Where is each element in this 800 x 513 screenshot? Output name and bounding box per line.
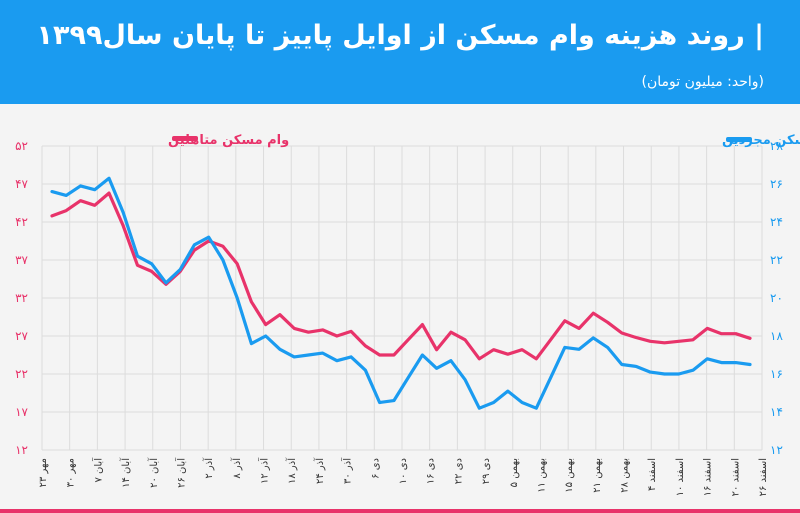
unit-label: (واحد: میلیون تومان) [641, 74, 764, 90]
chart-background [0, 104, 800, 509]
legend-married-swatch [172, 136, 198, 141]
right-tick-label: ۲۸ [770, 139, 783, 153]
x-tick-label: ۲۹ دی [481, 458, 492, 484]
left-tick-label: ۲۷ [15, 329, 28, 343]
right-tick-label: ۱۲ [770, 443, 783, 457]
legend-single-label: وام مسکن مجردین [722, 133, 800, 148]
series-lines [50, 176, 752, 410]
x-tick-label: ۱۴ آبان [119, 457, 132, 488]
x-tick-label: ۱۰ دی [398, 458, 409, 484]
legend-single: وام مسکن مجردین [722, 133, 800, 148]
x-tick-label: ۱۲ آذر [258, 457, 271, 484]
x-tick-label: ۲۲ دی [453, 458, 464, 484]
x-tick-label: ۲۰ اسفند [730, 458, 741, 496]
x-tick-label: ۱۸ آذر [285, 457, 298, 484]
legend-single-swatch [726, 137, 752, 142]
x-tick-label: ۳۰ مهر [66, 458, 77, 487]
x-tick-label: ۲ آذر [202, 457, 215, 479]
x-tick-label: ۱۵ بهمن [564, 458, 575, 493]
right-axis-ticks: ۲۸ ۲۶ ۲۴ ۲۲ ۲۰ ۱۸ ۱۶ ۱۴ ۱۲ [770, 139, 783, 457]
left-tick-label: ۱۷ [15, 405, 28, 419]
x-tick-label: ۲۸ بهمن [620, 458, 631, 493]
x-tick-label: ۴ اسفند [647, 458, 658, 491]
x-tick-label: ۱۶ اسفند [703, 458, 714, 496]
right-tick-label: ۱۶ [770, 367, 783, 381]
left-tick-label: ۴۲ [15, 215, 28, 229]
left-tick-label: ۵۲ [15, 139, 28, 153]
x-tick-label: ۱۰ اسفند [675, 458, 686, 496]
right-tick-label: ۲۰ [770, 291, 783, 305]
x-tick-label: ۲۶ آبان [174, 457, 187, 488]
x-tick-label: ۱۶ دی [426, 458, 437, 484]
x-tick-label: ۲۳ مهر [38, 458, 49, 487]
right-tick-label: ۲۶ [770, 177, 783, 191]
x-tick-label: ۸ آذر [230, 457, 243, 479]
left-tick-label: ۲۲ [15, 367, 28, 381]
legend-married-label: وام مسکن متاهلین [168, 133, 289, 148]
header-banner: | روند هزینه وام مسکن از اوایل پاییز تا … [0, 0, 800, 104]
left-tick-label: ۴۷ [15, 177, 28, 191]
left-tick-label: ۳۷ [15, 253, 28, 267]
x-tick-label: ۳۰ آذر [341, 457, 354, 484]
x-tick-label: ۶ دی [370, 458, 381, 479]
grid-lines [41, 145, 763, 451]
bottom-accent-bar [0, 509, 800, 513]
x-tick-label: ۲۶ اسفند [758, 458, 769, 496]
x-tick-label: ۱۱ بهمن [536, 458, 547, 493]
left-tick-label: ۱۲ [15, 443, 28, 457]
x-tick-label: ۲۱ بهمن [592, 458, 603, 493]
page-title: | روند هزینه وام مسکن از اوایل پاییز تا … [36, 20, 764, 51]
right-tick-label: ۲۲ [770, 253, 783, 267]
x-tick-label: ۲۴ آذر [313, 457, 326, 484]
x-tick-label: ۵ بهمن [509, 458, 520, 487]
x-axis-ticks: ۲۳ مهر ۳۰ مهر ۷ آبان ۱۴ آبان ۲۰ آبان ۲۶ آبان ۲… [38, 457, 769, 497]
right-tick-label: ۱۴ [770, 405, 783, 419]
right-tick-label: ۲۴ [770, 215, 783, 229]
left-axis-ticks: ۵۲ ۴۷ ۴۲ ۳۷ ۳۲ ۲۷ ۲۲ ۱۷ ۱۲ [15, 139, 28, 457]
line-chart: ۵۲ ۴۷ ۴۲ ۳۷ ۳۲ ۲۷ ۲۲ ۱۷ ۱۲ ۲۸ ۲۶ ۲۴ ۲۲ ۲۰ ۱۸ ۱۶ ۱۴ ۱۲ ۲۳… [0, 104, 800, 509]
left-tick-label: ۳۲ [15, 291, 28, 305]
x-tick-label: ۷ آبان [91, 457, 104, 483]
legend-married: وام مسکن متاهلین [168, 133, 289, 148]
x-tick-label: ۲۰ آبان [147, 457, 160, 488]
series-line-single [50, 176, 752, 410]
right-tick-label: ۱۸ [770, 329, 783, 343]
